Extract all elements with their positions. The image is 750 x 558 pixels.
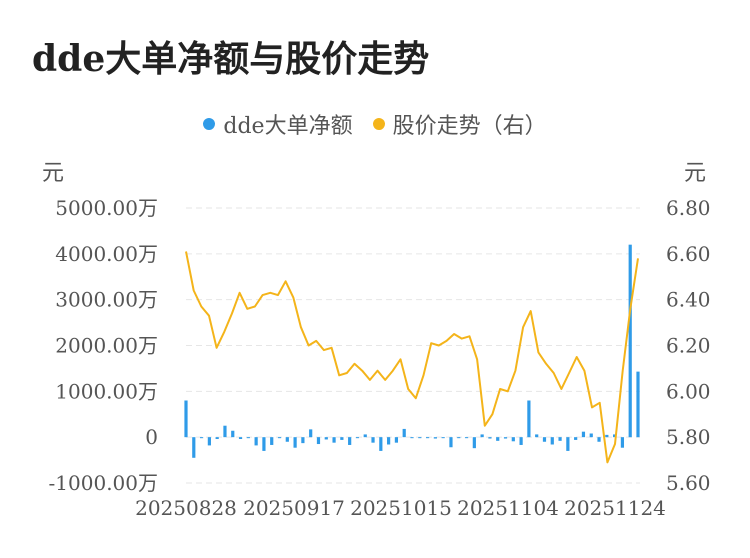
x-axis-tick-label: 20251124 [564,496,666,520]
dde-bar[interactable] [355,437,360,439]
dde-bar[interactable] [270,437,274,445]
dde-bar[interactable] [246,437,250,439]
dde-bar[interactable] [613,434,617,438]
dde-bar[interactable] [379,437,383,451]
grid-lines [186,207,640,484]
dde-bar[interactable] [254,437,258,446]
dde-bar[interactable] [550,437,554,445]
dde-bar[interactable] [324,437,328,440]
left-axis-tick-label: 3000.00万 [55,288,158,312]
right-axis-tick-label: 6.00 [666,379,711,403]
right-axis-tick-label: 6.40 [666,288,711,312]
dde-bar[interactable] [402,428,406,438]
dde-bar[interactable] [316,437,321,445]
left-axis-tick-label: 1000.00万 [55,379,158,403]
dde-bar[interactable] [574,437,578,440]
dde-bar[interactable] [628,244,632,438]
chart-title: dde大单净额与股价走势 [32,38,430,80]
dde-bar[interactable] [449,437,453,448]
dde-bar[interactable] [566,437,570,451]
right-axis-tick-label: 5.60 [666,471,711,495]
dde-bar[interactable] [441,437,445,439]
right-axis-tick-label: 5.80 [666,425,711,449]
dde-bar[interactable] [620,437,625,448]
dde-bar[interactable] [207,437,211,446]
dde-bar[interactable] [410,437,414,439]
dde-bar[interactable] [184,400,188,438]
dde-bar[interactable] [542,437,547,442]
right-axis-ticks: 6.80 6.60 6.40 6.20 6.00 5.80 5.60 [666,196,711,495]
legend-label-price: 股价走势（右） [392,114,547,139]
dde-bar[interactable] [496,437,500,441]
dde-bar[interactable] [293,437,297,448]
x-axis-tick-label: 20250917 [243,496,345,520]
dde-bar[interactable] [597,437,601,442]
x-axis-tick-label: 20251015 [350,496,452,520]
dde-bar[interactable] [472,437,476,449]
line-series-price [185,251,639,464]
legend-label-dde: dde大单净额 [223,114,353,139]
dde-bar[interactable] [418,437,422,439]
left-axis-tick-label: 4000.00万 [55,242,158,266]
left-axis-tick-label: 5000.00万 [55,196,158,220]
dde-bar[interactable] [340,437,344,440]
dde-bar[interactable] [519,437,523,445]
right-axis-tick-label: 6.60 [666,242,711,266]
dde-bar[interactable] [363,434,367,438]
dde-bar[interactable] [192,437,196,458]
dde-bar[interactable] [605,434,609,438]
left-axis-tick-label: 0 [145,425,158,449]
price-line[interactable] [185,251,639,464]
dde-bar[interactable] [301,437,305,444]
dde-bar[interactable] [309,429,313,438]
dde-bar[interactable] [371,437,375,443]
legend-item-price[interactable]: 股价走势（右） [372,108,547,140]
right-axis-tick-label: 6.20 [666,334,711,358]
dde-bar[interactable] [277,437,282,439]
bar-series-dde [184,244,640,458]
dde-bar[interactable] [457,437,461,439]
left-axis-ticks: 5000.00万 4000.00万 3000.00万 2000.00万 1000.00万… [49,196,158,495]
left-axis-tick-label: -1000.00万 [49,471,158,495]
dde-bar[interactable] [262,437,266,451]
dde-bar[interactable] [332,437,336,443]
dde-bar[interactable] [348,437,352,445]
dde-bar[interactable] [558,437,562,441]
dde-bar[interactable] [285,437,289,442]
dde-bar[interactable] [215,437,219,439]
legend: dde大单净额 股价走势（右） [0,108,750,140]
left-axis-tick-label: 2000.00万 [55,334,158,358]
legend-dot-price [372,118,385,130]
left-axis-unit: 元 [42,161,65,186]
dde-bar[interactable] [433,437,437,439]
dde-bar[interactable] [199,437,204,439]
right-axis-unit: 元 [684,161,707,186]
dde-bar[interactable] [535,434,539,438]
dde-bar[interactable] [394,437,399,443]
dde-bar[interactable] [387,437,391,445]
dde-bar[interactable] [581,431,586,438]
dde-bar[interactable] [636,371,640,438]
x-axis-tick-label: 20251104 [457,496,559,520]
legend-item-dde[interactable]: dde大单净额 [203,108,353,140]
x-axis-ticks: 20250828 20250917 20251015 20251104 20251124 [135,496,666,520]
legend-dot-dde [203,118,216,130]
dde-bar[interactable] [238,437,243,439]
dde-bar[interactable] [425,437,430,439]
dde-bar[interactable] [527,400,531,438]
dde-bar[interactable] [488,437,492,439]
dde-bar[interactable] [589,433,593,438]
dde-bar[interactable] [464,437,469,439]
dde-bar[interactable] [503,437,508,439]
dde-bar[interactable] [223,425,227,438]
x-axis-tick-label: 20250828 [135,496,237,520]
dde-bar[interactable] [231,430,235,438]
dde-bar[interactable] [511,437,515,442]
dde-bar[interactable] [480,434,484,438]
right-axis-tick-label: 6.80 [666,196,711,220]
